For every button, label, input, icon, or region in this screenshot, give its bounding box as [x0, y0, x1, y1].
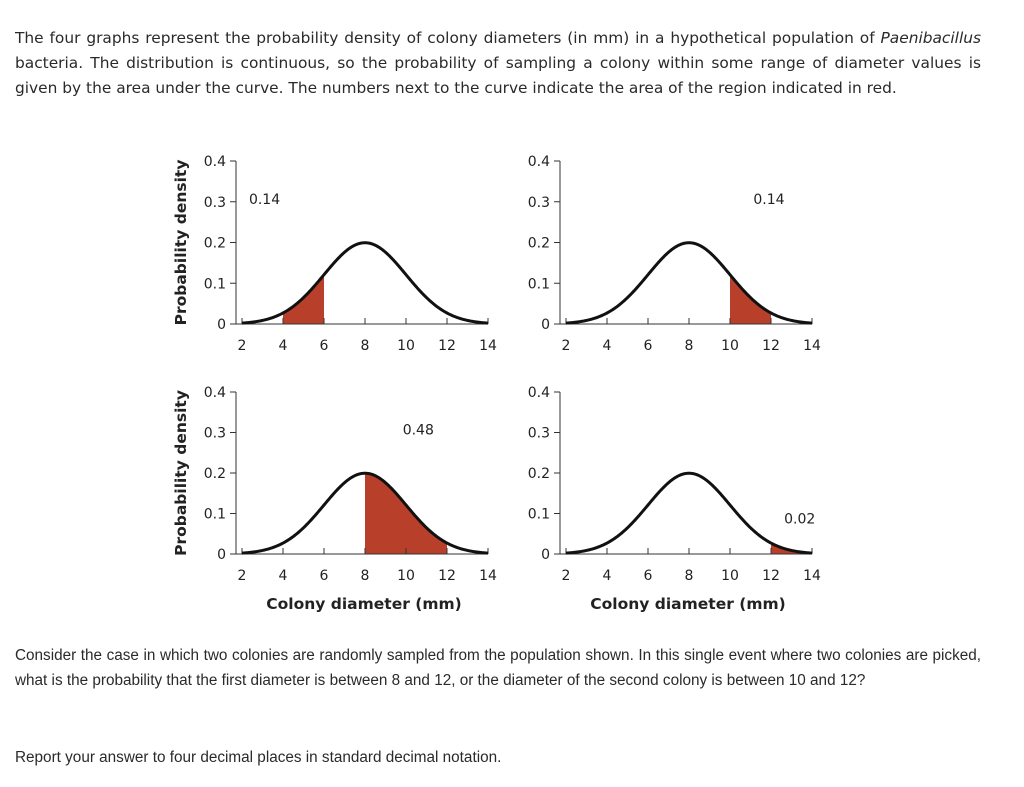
- x-axis-label: Colony diameter (mm): [266, 595, 461, 613]
- shaded-region: [771, 543, 812, 554]
- y-tick-label: 0.4: [204, 154, 226, 170]
- y-tick-label: 0: [217, 547, 226, 563]
- y-tick-label: 0: [541, 547, 550, 563]
- x-tick-label: 6: [320, 338, 329, 354]
- x-tick-label: 10: [397, 338, 415, 354]
- y-tick-label: 0.2: [528, 236, 550, 252]
- y-tick-label: 0.3: [204, 195, 226, 211]
- x-tick-label: 12: [762, 568, 780, 584]
- x-tick-label: 12: [762, 338, 780, 354]
- density-curve: [241, 471, 489, 555]
- x-axis-label: Colony diameter (mm): [590, 595, 785, 613]
- x-tick-label: 10: [721, 338, 739, 354]
- chart-panel-2: 0 0.1 0.2 0.3 0.4 2 4 6 8 10 12 14 0.14: [528, 154, 821, 354]
- y-tick-label: 0.3: [204, 426, 226, 442]
- x-tick-label: 2: [238, 568, 247, 584]
- x-tick-label: 12: [438, 568, 456, 584]
- y-tick-label: 0.3: [528, 426, 550, 442]
- y-tick-label: 0.4: [204, 385, 226, 401]
- x-tick-label: 8: [361, 568, 370, 584]
- shaded-region: [365, 473, 447, 554]
- answer-instruction: Report your answer to four decimal place…: [15, 749, 502, 766]
- y-tick-label: 0.2: [204, 236, 226, 252]
- y-tick-label: 0: [217, 317, 226, 333]
- chart-panel-4: 0 0.1 0.2 0.3 0.4 2 4 6 8 10 12 14 0.02 Colony diamet…: [528, 385, 821, 613]
- y-tick-label: 0.4: [528, 385, 550, 401]
- y-tick-label: 0.1: [528, 507, 550, 523]
- species-name: Paenibacillus: [880, 29, 981, 47]
- x-tick-label: 6: [320, 568, 329, 584]
- area-annotation: 0.02: [784, 512, 815, 528]
- x-tick-label: 6: [644, 338, 653, 354]
- intro-text-end: bacteria. The distribution is continuous…: [15, 54, 981, 97]
- chart-panel-1: 0 0.1 0.2 0.3 0.4 2 4 6 8 10 12 14 0.14 Probability d…: [172, 154, 497, 354]
- y-tick-label: 0: [541, 317, 550, 333]
- x-tick-label: 4: [279, 338, 288, 354]
- area-annotation: 0.14: [249, 192, 280, 208]
- density-curve: [565, 241, 813, 325]
- intro-text-start: The four graphs represent the probabilit…: [15, 29, 881, 47]
- chart-panel-3: 0 0.1 0.2 0.3 0.4 2 4 6 8 10 12 14 0.48 Probability d…: [172, 385, 497, 613]
- x-tick-label: 2: [238, 338, 247, 354]
- x-tick-label: 2: [562, 568, 571, 584]
- x-tick-label: 10: [721, 568, 739, 584]
- y-tick-label: 0.1: [528, 276, 550, 292]
- y-tick-label: 0.1: [204, 276, 226, 292]
- x-tick-label: 14: [803, 568, 821, 584]
- y-axis-label: Probability density: [172, 160, 190, 326]
- y-tick-label: 0.2: [528, 466, 550, 482]
- x-tick-label: 6: [644, 568, 653, 584]
- x-tick-label: 4: [279, 568, 288, 584]
- y-tick-label: 0.4: [528, 154, 550, 170]
- intro-paragraph: The four graphs represent the probabilit…: [15, 26, 981, 101]
- question-text: Consider the case in which two colonies …: [15, 647, 981, 689]
- y-tick-label: 0.1: [204, 507, 226, 523]
- x-tick-label: 14: [479, 568, 497, 584]
- x-tick-label: 8: [361, 338, 370, 354]
- area-annotation: 0.48: [403, 423, 434, 439]
- y-tick-label: 0.3: [528, 195, 550, 211]
- x-tick-label: 12: [438, 338, 456, 354]
- x-tick-label: 8: [685, 338, 694, 354]
- density-curve: [565, 471, 813, 555]
- density-curve: [241, 241, 489, 325]
- x-tick-label: 14: [803, 338, 821, 354]
- x-tick-label: 4: [603, 338, 612, 354]
- area-annotation: 0.14: [753, 192, 784, 208]
- x-tick-label: 14: [479, 338, 497, 354]
- y-axis-label: Probability density: [172, 390, 190, 556]
- x-tick-label: 2: [562, 338, 571, 354]
- x-tick-label: 4: [603, 568, 612, 584]
- x-tick-label: 8: [685, 568, 694, 584]
- y-tick-label: 0.2: [204, 466, 226, 482]
- x-tick-label: 10: [397, 568, 415, 584]
